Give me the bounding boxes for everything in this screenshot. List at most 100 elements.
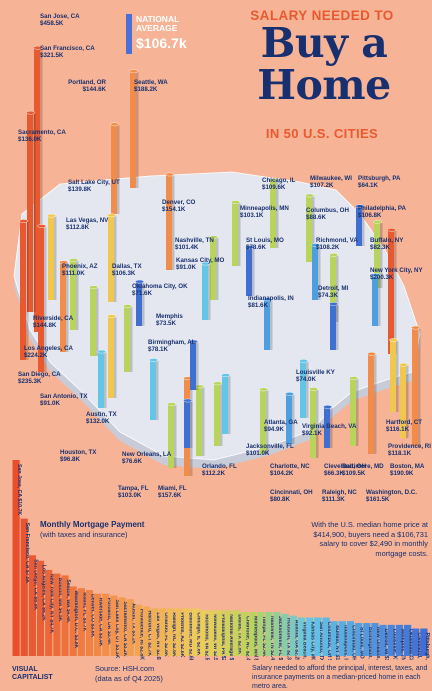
column-side xyxy=(306,361,309,418)
column-front xyxy=(388,229,394,354)
mortgage-bar-indianapolis-in: Indianapolis, IN $1.9K xyxy=(338,621,348,660)
city-salary: $111.3K xyxy=(322,496,345,503)
city-column-hartford-ct xyxy=(389,338,399,412)
city-salary: $190.9K xyxy=(390,470,414,477)
mortgage-bar-rect xyxy=(183,608,191,656)
mortgage-bar-label: Tampa, FL $2.4K xyxy=(261,616,267,657)
column-cap xyxy=(269,178,278,182)
mortgage-bar-rect xyxy=(20,518,28,656)
column-cap xyxy=(33,45,42,50)
mortgage-bar-label: Portland, OR $3.4K xyxy=(106,598,112,645)
column-front xyxy=(412,327,418,446)
mortgage-bar-rect xyxy=(85,590,94,656)
city-name: Cleveland, OH xyxy=(324,463,366,470)
city-name: Columbus, OH xyxy=(306,207,349,214)
city-label-buffalo-ny: Buffalo, NY$82.3K xyxy=(370,237,404,251)
column-cap xyxy=(149,358,159,362)
city-name: Cincinnati, OH xyxy=(270,489,313,496)
column-cap xyxy=(107,213,117,218)
mortgage-bar-st-louis-mo: St Louis, MO $1.8K xyxy=(355,623,365,660)
city-name: Birmingham, AL xyxy=(148,339,196,346)
column-front xyxy=(202,263,208,320)
city-column-new-orleans-la xyxy=(183,398,193,448)
mortgage-bar-label: Louisville, KY $1.7K xyxy=(391,629,397,660)
city-label-miami-fl: Miami, FL$157.6K xyxy=(158,485,187,499)
mortgage-bar-nashville-tn: Nashville, TN $2.4K xyxy=(265,612,275,660)
mortgage-bar-label: Houston, TX $2.3K xyxy=(285,618,291,660)
mortgage-bar-national-average: National Average $2.5K xyxy=(224,610,234,660)
column-cap xyxy=(245,245,255,250)
column-side xyxy=(190,401,193,448)
column-side xyxy=(374,354,377,454)
city-name: St Louis, MO xyxy=(246,237,284,244)
city-column-oklahoma-city-ok xyxy=(135,279,145,326)
city-label-tampa-fl: Tampa, FL$103.0K xyxy=(118,485,149,499)
column-side xyxy=(418,328,421,446)
city-salary: $107.2K xyxy=(310,182,334,189)
column-cap xyxy=(213,381,223,386)
mortgage-bar-pittsburgh-pa: Pittsburgh, PA $1.5K xyxy=(420,628,430,660)
mortgage-bar-rect xyxy=(306,617,314,656)
column-side xyxy=(396,341,399,412)
logo-line-2: CAPITALIST xyxy=(12,674,53,681)
mortgage-bar-kansas-city-mo: Kansas City, MO $2.1K xyxy=(306,617,316,660)
column-front xyxy=(300,360,306,418)
city-label-indianapolis-in: Indianapolis, IN$81.6K xyxy=(248,295,294,309)
city-salary: $111.0K xyxy=(62,270,85,277)
column-cap xyxy=(221,373,231,377)
column-cap xyxy=(389,338,398,342)
city-label-phoenix-az: Phoenix, AZ$111.0K xyxy=(62,263,98,277)
city-column-washington-d-c xyxy=(367,352,377,454)
city-name: Louisville KY xyxy=(296,369,336,376)
city-column-san-jose-ca xyxy=(33,45,43,332)
column-side xyxy=(336,255,339,322)
column-cap xyxy=(329,253,338,257)
mortgage-bar-rect xyxy=(257,612,265,656)
column-cap xyxy=(355,204,364,209)
mortgage-bar-label: Birmingham, AL $1.8K xyxy=(367,627,373,660)
column-cap xyxy=(311,243,320,247)
mortgage-bar-buffalo-ny: Buffalo, NY $1.9K xyxy=(330,621,340,660)
city-label-boston-ma: Boston, MA$190.9K xyxy=(390,463,425,477)
mortgage-bar-rect xyxy=(371,623,379,656)
mortgage-bar-virginia-beach-va: Virginia Beach, VA $2.1K xyxy=(297,617,308,660)
city-column-jacksonville-fl xyxy=(213,381,223,446)
city-label-baltimore-md: Baltimore, MD$109.5K xyxy=(342,463,384,477)
national-average-callout: NATIONAL AVERAGE $106.7k xyxy=(126,14,220,54)
city-label-orlando-fl: Orlando, FL$112.2K xyxy=(202,463,237,477)
city-salary: $144.8K xyxy=(33,322,57,329)
mortgage-bar-rect xyxy=(346,621,355,656)
mortgage-bar-memphis-tn: Memphis, TN $1.7K xyxy=(395,624,405,660)
city-salary: $118.1K xyxy=(388,450,412,457)
column-cap xyxy=(135,279,145,284)
city-label-salt-lake-city-ut: Salt Lake City, UT$139.8K xyxy=(68,179,120,193)
city-column-tampa-fl xyxy=(167,402,177,468)
mortgage-bar-rect xyxy=(28,555,36,656)
column-side xyxy=(142,282,145,326)
city-label-kansas-city-mo: Kansas City, MO$91.0K xyxy=(176,257,225,271)
city-column-kansas-city-mo xyxy=(201,261,211,320)
city-label-nashville-tn: Nashville, TN$101.4K xyxy=(175,237,214,251)
city-name: Providence, RI xyxy=(388,443,431,450)
city-column-riverside-ca xyxy=(59,260,69,352)
mortgage-bar-label: San Diego, CA $5.5K xyxy=(32,559,38,610)
mortgage-bar-label: Hartford, CT $2.7K xyxy=(147,611,153,657)
mortgage-bar-label: San Antonio, TX $2.1K xyxy=(318,622,324,660)
city-column-new-york-city-ny xyxy=(387,228,397,354)
city-salary: $109.5K xyxy=(342,470,366,477)
column-front xyxy=(27,112,33,312)
city-name: Salt Lake City, UT xyxy=(68,179,120,186)
city-column-buffalo-ny xyxy=(371,273,381,326)
city-column-dallas-tx xyxy=(123,304,133,372)
mortgage-bar-label: Los Angeles, CA $5.2K xyxy=(41,565,47,621)
city-label-virginia-beach-va: Virginia Beach, VA$92.1K xyxy=(302,423,357,437)
city-label-jacksonville-fl: Jacksonville, FL$101.0K xyxy=(246,443,294,457)
column-cap xyxy=(26,110,36,115)
mortgage-bar-rect xyxy=(224,610,232,656)
mortgage-bar-label: Washington, D.C. $3.8K xyxy=(73,590,79,648)
column-side xyxy=(202,387,205,456)
column-front xyxy=(232,202,238,266)
mortgage-bar-label: Milwaukee, WI $2.5K xyxy=(212,614,218,660)
column-cap xyxy=(309,387,318,391)
mortgage-bar-label: San Francisco, CA $7.5K xyxy=(24,523,30,584)
